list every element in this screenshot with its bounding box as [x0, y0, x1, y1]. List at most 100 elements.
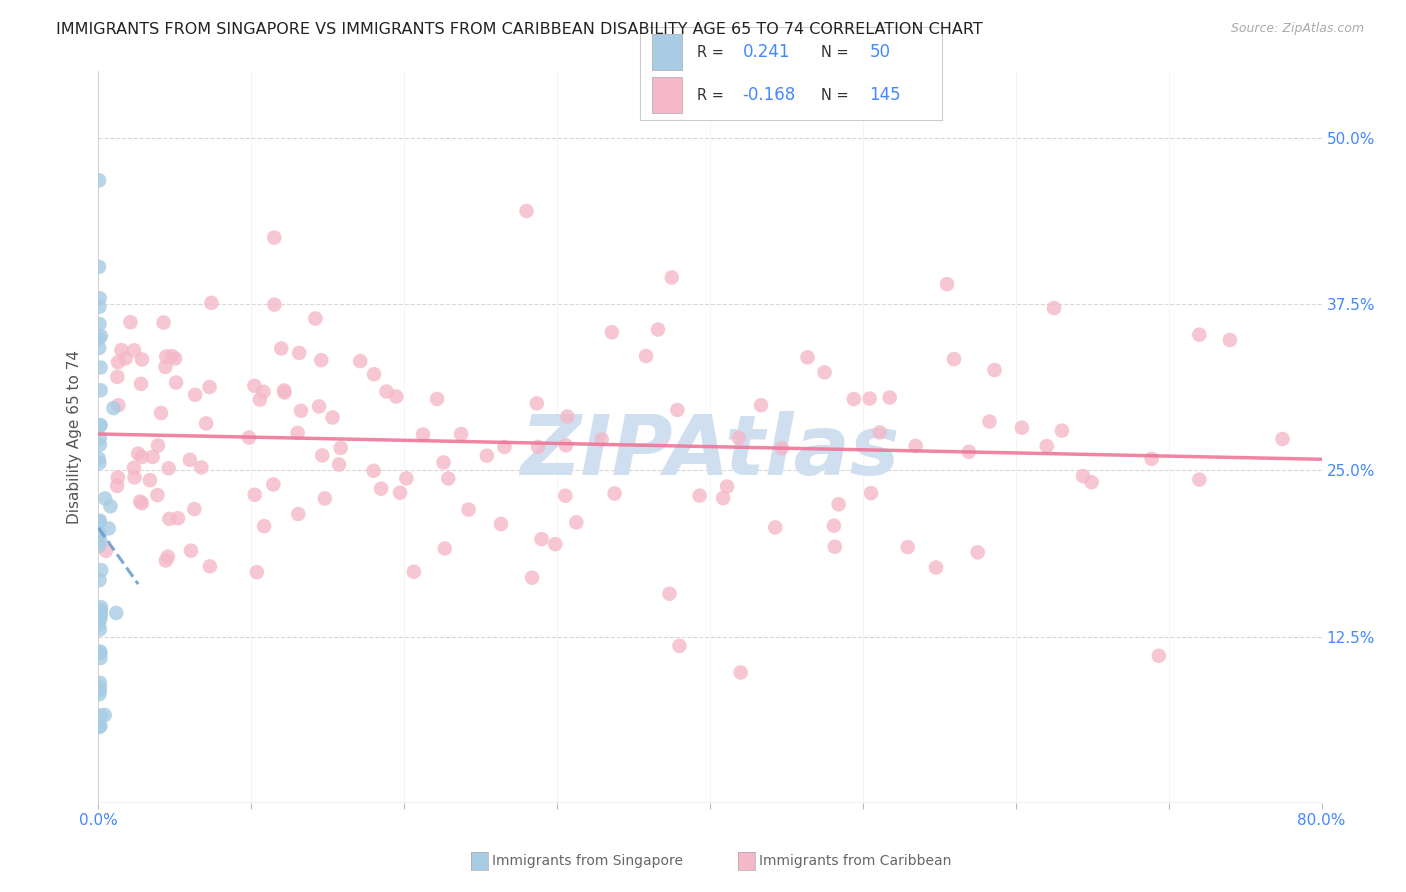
- Point: [925, 560, 948, 574]
- Point: [426, 392, 449, 406]
- Point: [1219, 333, 1241, 347]
- Point: [457, 502, 479, 516]
- Point: [253, 519, 276, 533]
- Point: [179, 452, 201, 467]
- Point: [957, 445, 980, 459]
- Point: [763, 520, 786, 534]
- Point: [90, 563, 112, 577]
- Point: [1140, 451, 1163, 466]
- Point: [591, 433, 613, 447]
- Point: [165, 351, 187, 366]
- Point: [979, 415, 1001, 429]
- Point: [526, 396, 548, 410]
- Point: [370, 482, 392, 496]
- Point: [309, 353, 332, 368]
- Point: [87, 617, 110, 632]
- Point: [89, 528, 111, 542]
- Point: [311, 449, 333, 463]
- Point: [107, 470, 129, 484]
- Point: [904, 439, 927, 453]
- Point: [167, 511, 190, 525]
- Point: [290, 404, 312, 418]
- Point: [727, 431, 749, 445]
- Point: [89, 514, 111, 528]
- Point: [90, 360, 112, 375]
- Point: [122, 343, 145, 358]
- Point: [287, 507, 309, 521]
- Point: [658, 587, 681, 601]
- Point: [897, 540, 920, 554]
- Point: [87, 332, 110, 346]
- Text: 0.241: 0.241: [742, 43, 790, 61]
- Text: Source: ZipAtlas.com: Source: ZipAtlas.com: [1230, 22, 1364, 36]
- Point: [1043, 301, 1066, 315]
- Point: [730, 665, 752, 680]
- Point: [243, 488, 266, 502]
- Point: [89, 533, 111, 548]
- Point: [287, 425, 309, 440]
- Point: [122, 460, 145, 475]
- Point: [270, 342, 292, 356]
- Point: [557, 409, 579, 424]
- Point: [1050, 424, 1073, 438]
- Text: Immigrants from Singapore: Immigrants from Singapore: [492, 854, 683, 868]
- Point: [90, 607, 112, 622]
- Point: [89, 539, 111, 553]
- Point: [89, 431, 111, 445]
- Point: [395, 471, 418, 485]
- Point: [647, 322, 669, 336]
- Point: [1080, 475, 1102, 490]
- Point: [824, 540, 846, 554]
- Point: [329, 441, 352, 455]
- Point: [105, 369, 128, 384]
- Point: [554, 489, 576, 503]
- Point: [263, 230, 285, 244]
- Point: [89, 573, 111, 587]
- Point: [156, 549, 179, 564]
- Point: [668, 639, 690, 653]
- Point: [190, 460, 212, 475]
- Point: [89, 515, 111, 529]
- Point: [827, 497, 849, 511]
- Point: [749, 398, 772, 412]
- Point: [87, 720, 110, 734]
- Point: [304, 311, 326, 326]
- Point: [349, 354, 371, 368]
- Point: [103, 401, 125, 416]
- Point: [1188, 473, 1211, 487]
- Point: [450, 427, 472, 442]
- Point: [263, 298, 285, 312]
- Point: [105, 606, 128, 620]
- Text: IMMIGRANTS FROM SINGAPORE VS IMMIGRANTS FROM CARIBBEAN DISABILITY AGE 65 TO 74 C: IMMIGRANTS FROM SINGAPORE VS IMMIGRANTS …: [56, 22, 983, 37]
- Point: [146, 488, 169, 502]
- Point: [246, 565, 269, 579]
- Point: [433, 541, 456, 556]
- Point: [273, 385, 295, 400]
- Point: [936, 277, 959, 292]
- Point: [243, 378, 266, 392]
- Point: [90, 604, 112, 618]
- Point: [475, 449, 498, 463]
- Point: [494, 440, 516, 454]
- Point: [603, 486, 626, 500]
- Point: [711, 491, 734, 505]
- Point: [402, 565, 425, 579]
- Point: [90, 708, 112, 723]
- Point: [89, 456, 111, 470]
- Point: [389, 485, 412, 500]
- Text: Immigrants from Caribbean: Immigrants from Caribbean: [759, 854, 952, 868]
- Point: [89, 418, 111, 433]
- Point: [689, 489, 711, 503]
- Point: [554, 438, 576, 452]
- Text: 50: 50: [869, 43, 890, 61]
- Point: [155, 350, 177, 364]
- Point: [89, 173, 111, 187]
- Point: [516, 204, 538, 219]
- Point: [89, 680, 111, 694]
- Point: [129, 376, 152, 391]
- Point: [87, 525, 110, 540]
- Point: [100, 500, 122, 514]
- Point: [89, 687, 111, 701]
- Point: [127, 447, 149, 461]
- Point: [89, 300, 111, 314]
